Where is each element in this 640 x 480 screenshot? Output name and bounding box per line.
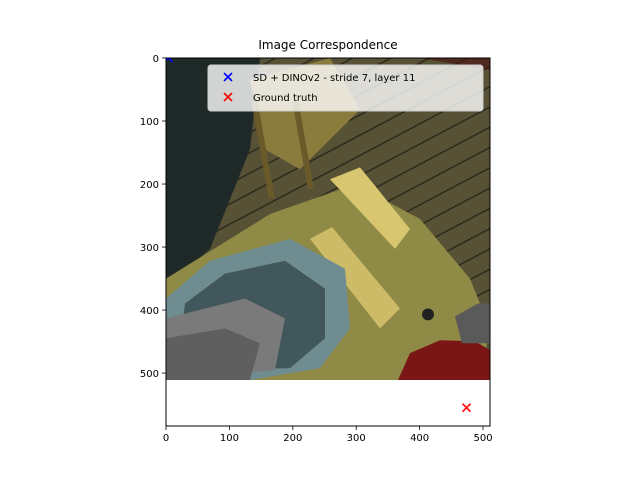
x-tick-label: 300 [347, 433, 366, 444]
x-tick-label: 200 [283, 433, 302, 444]
legend-box [207, 64, 484, 112]
x-tick-label: 500 [473, 433, 492, 444]
legend-label: SD + DINOv2 - stride 7, layer 11 [253, 73, 415, 84]
y-tick-label: 500 [140, 369, 159, 380]
x-tick-label: 400 [410, 433, 429, 444]
chart-title: Image Correspondence [258, 38, 397, 52]
axes-frame [165, 57, 491, 427]
legend-label: Ground truth [253, 93, 318, 104]
data-point [461, 403, 472, 413]
marker-layer [166, 58, 472, 413]
x-tick-label: 100 [220, 433, 239, 444]
y-axis: 0 100 200 300 400 500 [140, 54, 166, 380]
legend: SD + DINOv2 - stride 7, layer 11 Ground t… [207, 64, 484, 112]
x-axis: 0 100 200 300 400 500 [163, 426, 493, 444]
background-photo [166, 58, 490, 381]
y-tick-label: 400 [140, 306, 159, 317]
legend-marker [223, 92, 233, 102]
y-tick-label: 0 [153, 54, 159, 65]
legend-marker [223, 72, 233, 82]
y-tick-label: 300 [140, 243, 159, 254]
data-point [166, 58, 174, 63]
y-tick-label: 200 [140, 180, 159, 191]
x-tick-label: 0 [163, 433, 169, 444]
y-tick-label: 100 [140, 117, 159, 128]
